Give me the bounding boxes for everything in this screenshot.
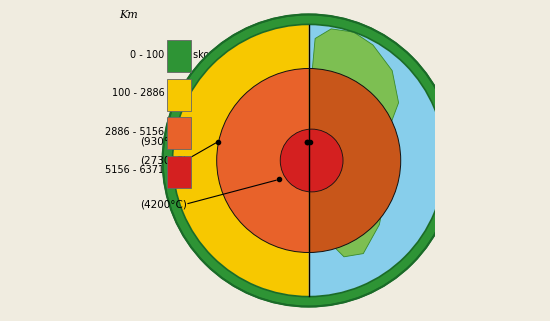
Text: (930°C): (930°C) (140, 136, 180, 146)
Text: jądro zewnętrzne: jądro zewnętrzne (193, 126, 277, 137)
FancyBboxPatch shape (167, 117, 191, 149)
Wedge shape (173, 25, 309, 296)
FancyBboxPatch shape (167, 79, 191, 111)
Wedge shape (309, 68, 401, 253)
Circle shape (280, 129, 343, 192)
Text: 5156 - 6371: 5156 - 6371 (105, 165, 164, 175)
Polygon shape (322, 154, 386, 257)
Text: płaszcz: płaszcz (193, 88, 229, 98)
Text: 100 - 2886: 100 - 2886 (112, 88, 164, 98)
Text: (4200°C): (4200°C) (140, 199, 187, 209)
Text: (2730°C): (2730°C) (140, 155, 187, 166)
Text: 2886 - 5156: 2886 - 5156 (105, 126, 164, 137)
Wedge shape (309, 25, 444, 296)
Wedge shape (217, 68, 309, 253)
Polygon shape (373, 144, 389, 157)
FancyBboxPatch shape (167, 40, 191, 72)
FancyBboxPatch shape (167, 156, 191, 188)
Wedge shape (163, 14, 455, 307)
Polygon shape (312, 29, 399, 148)
Text: Km: Km (119, 10, 138, 20)
Text: jądro wewnętrzne: jądro wewnętrzne (193, 165, 280, 175)
Text: 0 - 100: 0 - 100 (130, 49, 164, 60)
Text: skorupa i litosfera: skorupa i litosfera (193, 49, 280, 60)
